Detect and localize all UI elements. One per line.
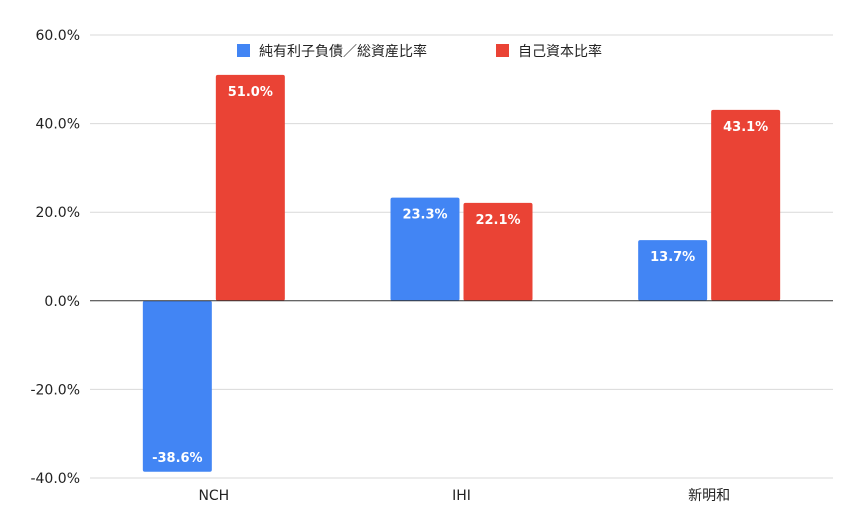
legend: 純有利子負債／総資産比率 自己資本比率 xyxy=(237,43,602,60)
gridlines xyxy=(90,34,833,479)
legend-swatch xyxy=(496,44,509,57)
y-tick-label: 20.0% xyxy=(36,205,80,221)
x-tick-label: NCH xyxy=(198,488,229,504)
y-tick-label: 60.0% xyxy=(36,28,80,44)
data-label: 13.7% xyxy=(650,250,695,265)
data-label: 22.1% xyxy=(475,213,520,228)
y-tick-label: -20.0% xyxy=(30,382,80,398)
data-label: 43.1% xyxy=(723,120,768,135)
x-axis: NCH IHI 新明和 xyxy=(198,488,730,504)
bar-新明和-equity xyxy=(711,109,781,301)
bar-IHI-equity xyxy=(463,202,533,301)
bars: -38.6% 51.0% 23.3% 22.1% 13.7% 43.1% xyxy=(142,74,781,472)
bar-IHI-net-debt xyxy=(390,197,460,301)
data-label: -38.6% xyxy=(152,451,203,466)
data-label: 23.3% xyxy=(402,208,447,223)
y-tick-label: 0.0% xyxy=(44,294,80,310)
bar-NCH-equity xyxy=(215,74,285,301)
legend-label: 純有利子負債／総資産比率 xyxy=(259,43,427,60)
y-tick-label: -40.0% xyxy=(30,471,80,487)
y-axis: 60.0% 40.0% 20.0% 0.0% -20.0% -40.0% xyxy=(30,28,80,487)
legend-swatch xyxy=(237,44,250,57)
bar-NCH-net-debt xyxy=(142,300,212,472)
bar-新明和-net-debt xyxy=(638,240,708,301)
legend-label: 自己資本比率 xyxy=(518,43,602,60)
data-label: 51.0% xyxy=(228,85,273,100)
x-tick-label: IHI xyxy=(452,488,471,504)
y-tick-label: 40.0% xyxy=(36,117,80,133)
x-tick-label: 新明和 xyxy=(688,488,730,504)
